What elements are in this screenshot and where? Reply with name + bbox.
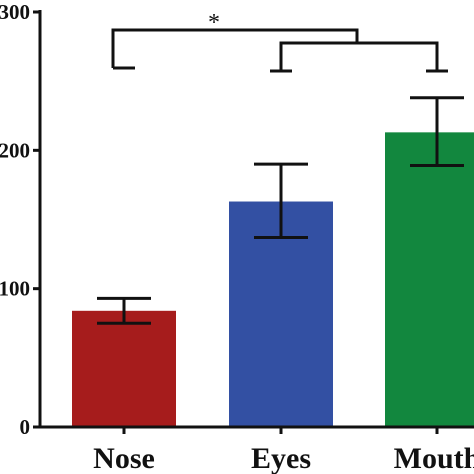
significance-bracket: * [111, 10, 448, 73]
sig-bracket-eyes-mouth [270, 41, 448, 73]
error-bars [97, 96, 464, 325]
y-tick-label: 0 [20, 415, 31, 439]
x-category-label-eyes: Eyes [251, 442, 311, 474]
bars [72, 132, 474, 427]
significance-star: * [208, 10, 220, 36]
y-axis: 0 100 200 300 [0, 0, 42, 439]
y-tick-label: 300 [0, 0, 30, 24]
y-tick-label: 200 [0, 138, 30, 162]
sig-bracket-nose-group [111, 28, 359, 70]
bar-eyes [229, 201, 333, 427]
x-category-label-mouth: Mouth [394, 442, 474, 474]
bar-mouth [385, 132, 474, 427]
x-axis: Nose Eyes Mouth [39, 425, 474, 474]
y-tick-label: 100 [0, 277, 30, 301]
x-category-label-nose: Nose [93, 442, 155, 474]
bar-nose [72, 310, 176, 427]
